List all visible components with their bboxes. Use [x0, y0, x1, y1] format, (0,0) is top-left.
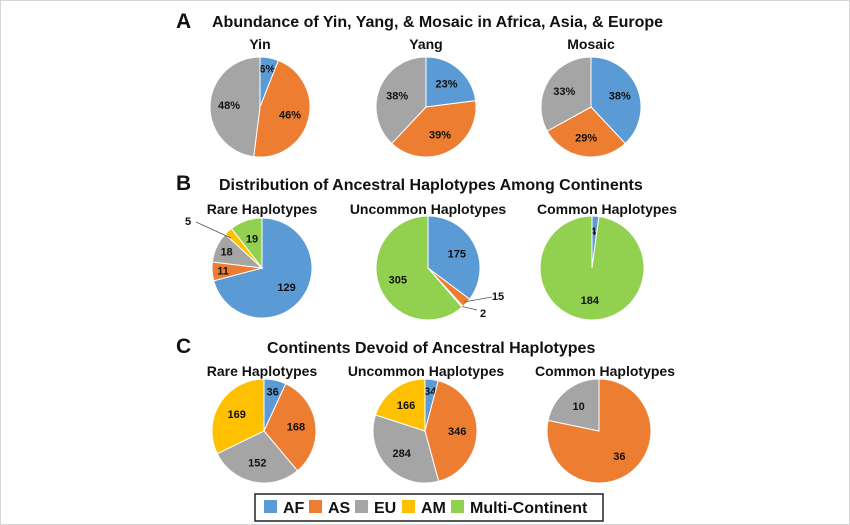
legend-swatch-multi-continent	[451, 500, 464, 513]
pie-slice-eu	[375, 56, 427, 145]
data-label: 2	[480, 308, 486, 320]
pie-slice-eu	[540, 56, 592, 132]
legend-label-eu: EU	[374, 500, 396, 517]
pie-slice-as	[391, 100, 477, 158]
pie-title-b-uncommon: Uncommon Haplotypes	[350, 201, 507, 217]
legend-label-am: AM	[421, 500, 446, 517]
pie-slice-multi-continent	[539, 215, 645, 321]
data-label: 29%	[575, 133, 597, 145]
leader-line	[463, 296, 493, 303]
data-label: 284	[392, 448, 411, 460]
data-label: 48%	[218, 100, 240, 112]
data-label: 5	[185, 216, 191, 228]
panel-letter-b: B	[176, 172, 191, 195]
pie-slice-eu	[209, 56, 261, 158]
pie-title-b-common: Common Haplotypes	[537, 201, 677, 217]
pie-title-c-uncommon: Uncommon Haplotypes	[348, 363, 505, 379]
pie-slice-as	[424, 380, 478, 482]
pie-yang: 23% 39% 38%	[375, 56, 477, 158]
legend-swatch-am	[402, 500, 415, 513]
legend-swatch-eu	[355, 500, 368, 513]
data-label: 168	[287, 422, 305, 434]
section-title-c: Continents Devoid of Ancestral Haplotype…	[267, 340, 595, 357]
data-label: 169	[227, 409, 245, 421]
pie-slice-af	[425, 56, 477, 108]
legend-label-as: AS	[328, 500, 351, 517]
legend-label-multi-continent: Multi-Continent	[470, 500, 588, 517]
pie-title-c-common: Common Haplotypes	[535, 363, 675, 379]
data-label: 39%	[429, 130, 451, 142]
pie-slice-af	[590, 56, 642, 145]
pie-title-yang: Yang	[409, 36, 442, 52]
legend-swatch-af	[264, 500, 277, 513]
data-label: 46%	[279, 110, 301, 122]
pie-slice-as	[546, 378, 652, 484]
pie-slice-as	[546, 106, 626, 158]
leader-line	[459, 305, 478, 311]
panel-letter-a: A	[176, 10, 191, 33]
pie-slice-am	[374, 378, 426, 432]
pie-slice-as	[263, 383, 317, 472]
panel-letter-c: C	[176, 335, 191, 358]
data-label: 175	[448, 249, 466, 261]
pie-slice-as	[253, 59, 311, 158]
legend: AF AS EU AM Multi-Continent	[254, 493, 604, 522]
pie-slice-af	[213, 217, 313, 319]
data-label: 10	[573, 401, 585, 413]
data-label: 19	[246, 234, 258, 246]
data-label: 33%	[553, 86, 575, 98]
data-label: 346	[448, 426, 466, 438]
data-label: 15	[492, 291, 504, 303]
data-label: 38%	[609, 91, 631, 103]
pie-title-mosaic: Mosaic	[567, 36, 615, 52]
data-label: 36	[267, 386, 279, 398]
pie-yin: 6% 46% 48%	[209, 56, 311, 158]
pie-slice-multi-continent	[375, 215, 463, 321]
data-label: 38%	[386, 91, 408, 103]
pie-mosaic: 38% 29% 33%	[540, 56, 642, 158]
leader-line	[195, 221, 232, 239]
data-label: 184	[581, 295, 600, 307]
pie-slice-am	[211, 378, 265, 455]
pie-slice-multi-continent	[230, 217, 263, 270]
section-title-a: Abundance of Yin, Yang, & Mosaic in Afri…	[212, 14, 663, 31]
pie-c-uncommon: 34 346 284 166	[372, 378, 478, 484]
data-label: 34	[424, 386, 437, 398]
data-label: 6%	[259, 64, 275, 76]
legend-swatch-as	[309, 500, 322, 513]
pie-b-rare: 129 11 18 5 19	[185, 216, 313, 319]
pie-b-uncommon: 175 15 2 305	[375, 215, 504, 321]
pie-c-common: 36 10	[546, 378, 652, 484]
data-label: 18	[220, 247, 232, 259]
pie-c-rare: 36 168 152 169	[211, 378, 317, 484]
data-label: 11	[217, 266, 229, 278]
data-label: 152	[248, 458, 266, 470]
pie-slice-eu	[547, 378, 600, 432]
legend-label-af: AF	[283, 500, 305, 517]
data-label: 36	[613, 451, 625, 463]
data-label: 4	[590, 226, 597, 238]
pie-title-b-rare: Rare Haplotypes	[207, 201, 318, 217]
data-label: 23%	[435, 79, 457, 91]
pie-slice-af	[427, 215, 481, 300]
data-label: 305	[389, 274, 407, 286]
pie-title-c-rare: Rare Haplotypes	[207, 363, 318, 379]
pie-title-yin: Yin	[249, 36, 270, 52]
data-label: 129	[277, 282, 295, 294]
section-title-b: Distribution of Ancestral Haplotypes Amo…	[219, 177, 643, 194]
pie-b-common: 4 184	[539, 215, 645, 321]
pie-slice-eu	[372, 414, 440, 484]
data-label: 166	[397, 400, 415, 412]
